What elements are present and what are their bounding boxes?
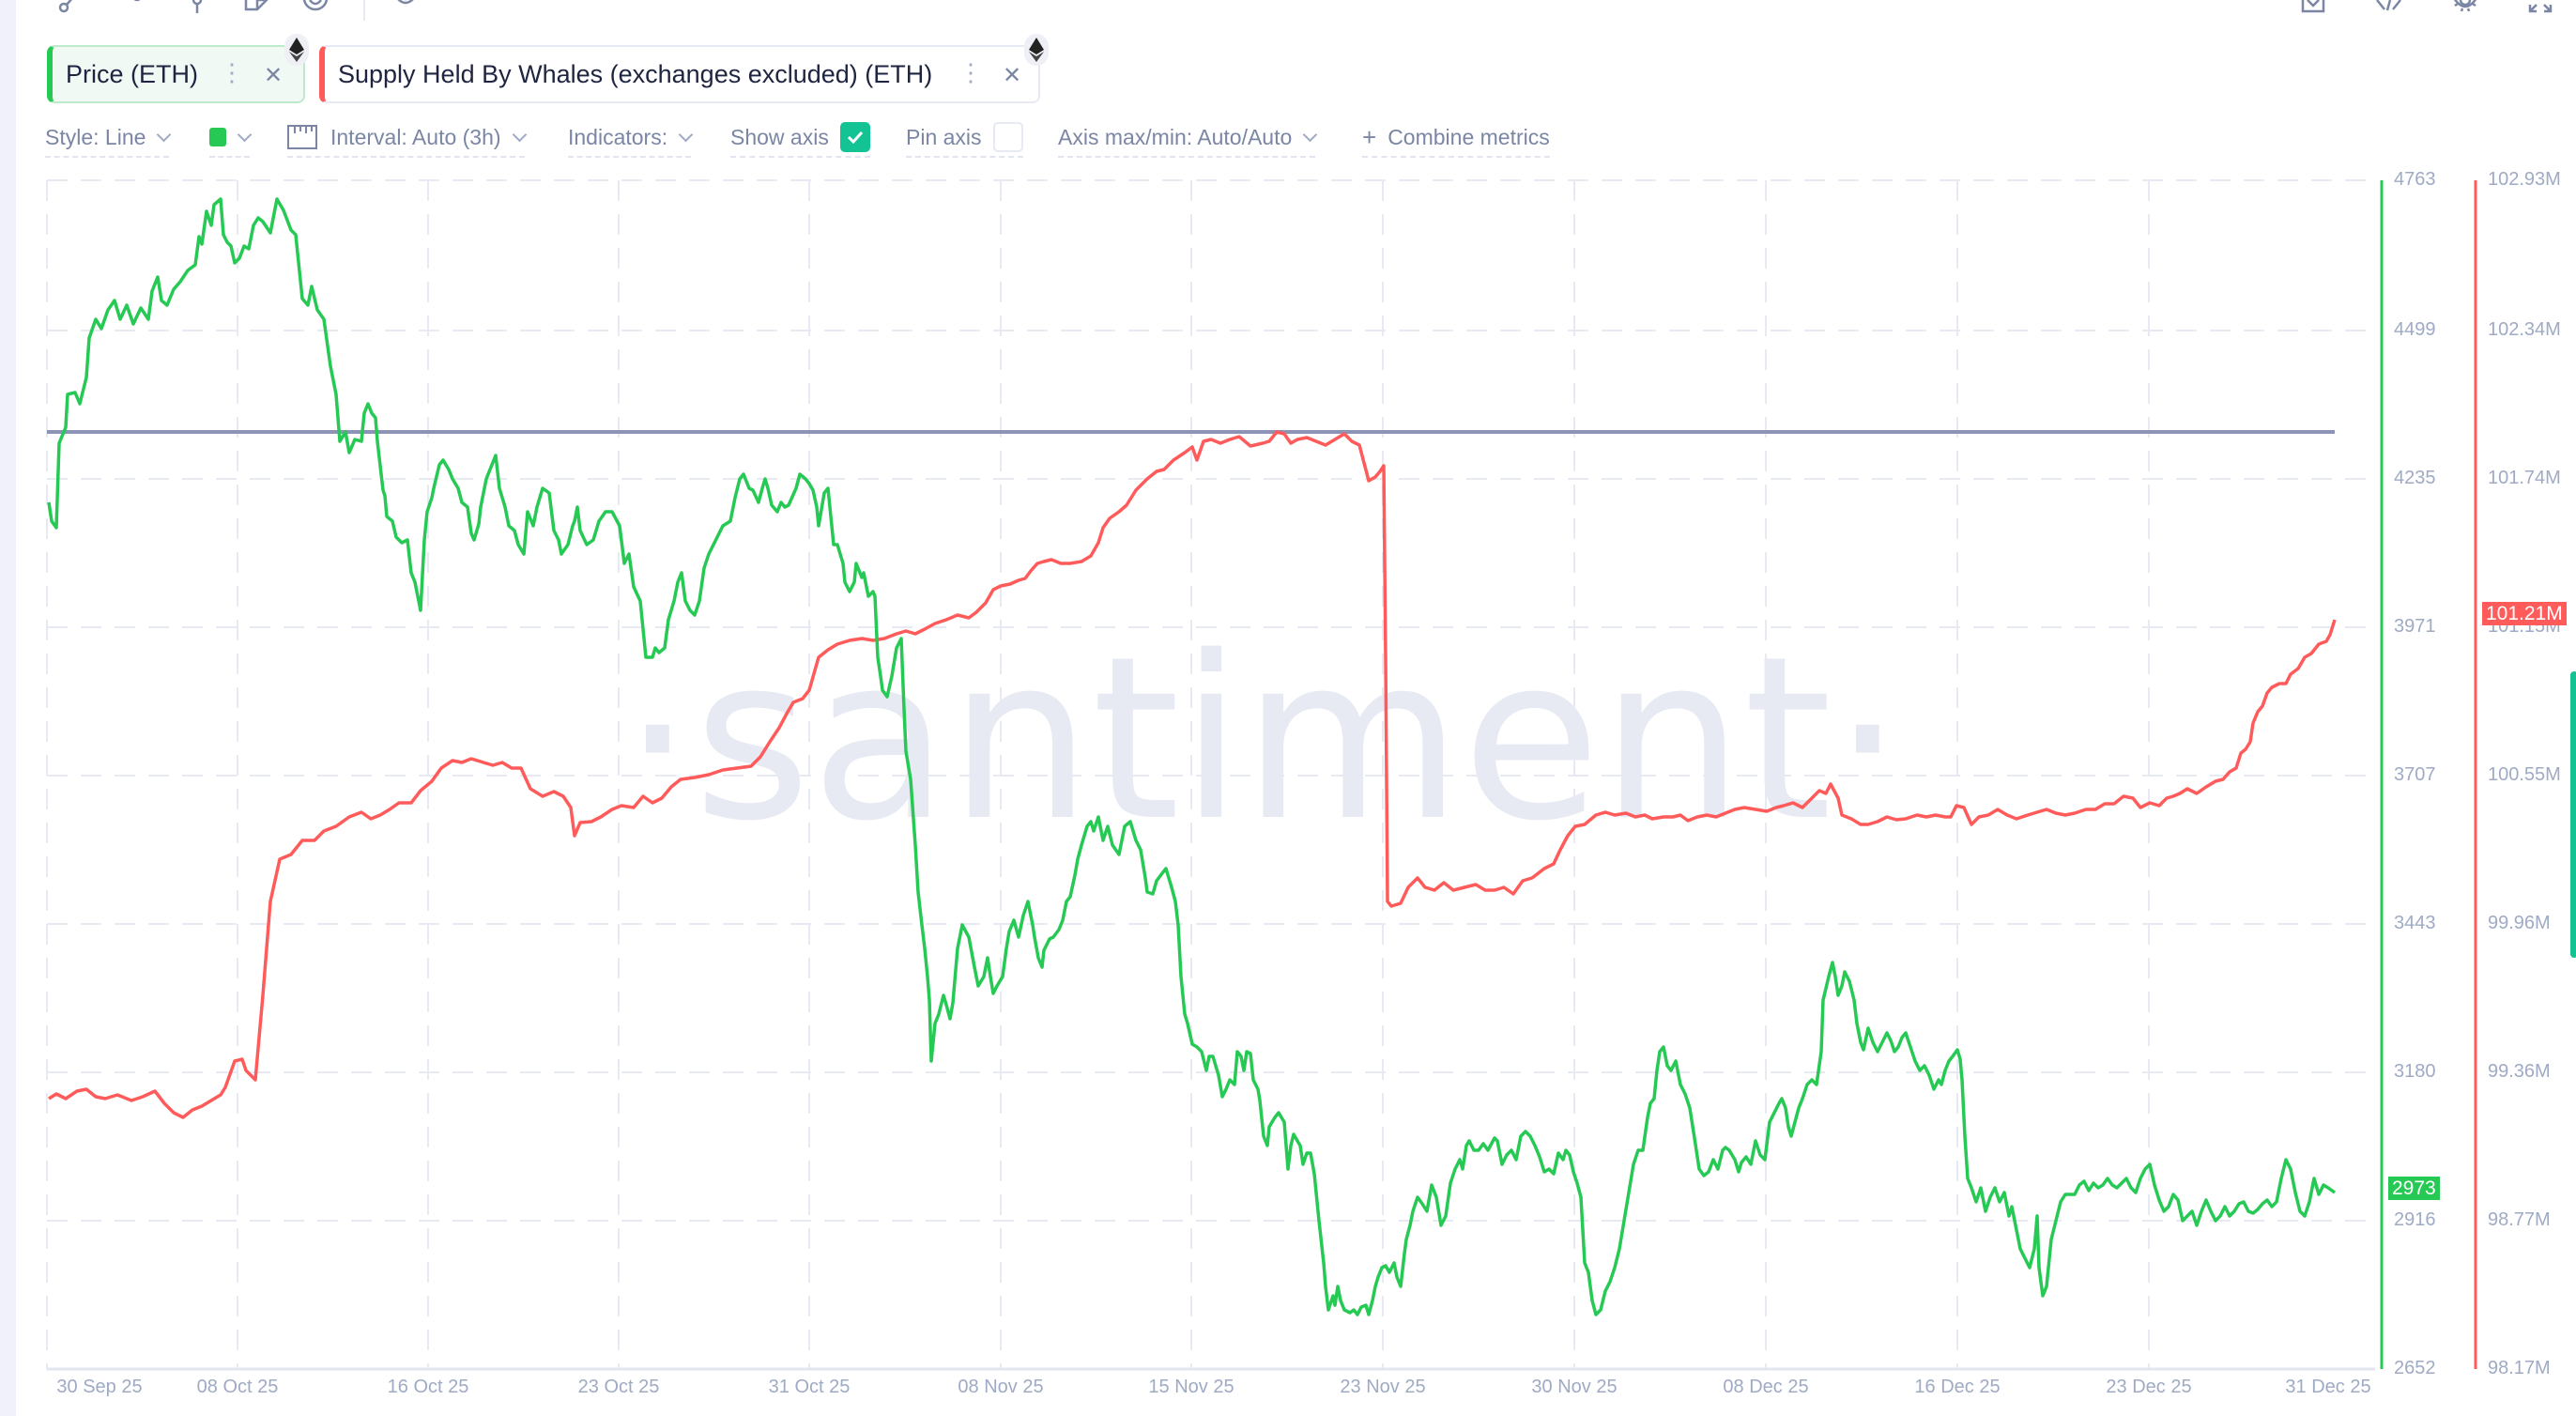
date-tick: 08 Nov 25 <box>958 1377 1044 1397</box>
interval-label: Interval: Auto (3h) <box>330 124 501 149</box>
price-tick: 3443 <box>2394 913 2436 933</box>
price-tick: 4763 <box>2394 169 2436 190</box>
style-dropdown[interactable]: Style: Line <box>45 120 172 158</box>
supply-tick: 99.96M <box>2488 913 2551 933</box>
watermark: ·santiment· <box>621 608 1903 870</box>
pin-axis-toggle[interactable]: Pin axis <box>906 120 1023 158</box>
toolbar-divider <box>363 0 365 21</box>
price-eth-line <box>47 197 2337 1316</box>
metric-chip-supply-whales[interactable]: Supply Held By Whales (exchanges exclude… <box>319 34 1049 103</box>
metric-chip-label: Price (ETH) <box>66 59 198 88</box>
date-tick: 15 Nov 25 <box>1148 1377 1234 1397</box>
supply-tick: 98.77M <box>2488 1209 2551 1230</box>
combine-metrics-button[interactable]: + Combine metrics <box>1362 120 1550 158</box>
axis-maxmin-label: Axis max/min: Auto/Auto <box>1058 124 1293 149</box>
date-tick: 08 Oct 25 <box>196 1377 279 1397</box>
pin-axis-checkbox[interactable] <box>992 122 1023 152</box>
indicators-label: Indicators: <box>568 124 668 149</box>
date-tick: 23 Dec 25 <box>2106 1377 2192 1397</box>
date-tick: 31 Oct 25 <box>768 1377 851 1397</box>
ethereum-icon <box>284 34 309 66</box>
indicators-dropdown[interactable]: Indicators: <box>568 120 694 158</box>
date-tick: 30 Nov 25 <box>1531 1377 1618 1397</box>
date-tick: 23 Oct 25 <box>577 1377 660 1397</box>
price-tick: 3971 <box>2394 616 2436 637</box>
checkmark-icon <box>847 131 863 144</box>
date-tick: 30 Sep 25 <box>56 1377 143 1397</box>
style-label: Style: Line <box>45 124 146 149</box>
price-tick: 3180 <box>2394 1061 2436 1082</box>
metric-chip-price[interactable]: Price (ETH) ⋮ ✕ <box>47 34 309 103</box>
download-icon[interactable] <box>2300 0 2326 13</box>
date-tick: 23 Nov 25 <box>1340 1377 1426 1397</box>
supply-whales-line <box>48 430 2337 1119</box>
fullscreen-icon[interactable] <box>2527 0 2553 13</box>
shield-eye-icon[interactable] <box>392 0 419 13</box>
date-tick: 16 Dec 25 <box>1914 1377 2001 1397</box>
axis-maxmin-dropdown[interactable]: Axis max/min: Auto/Auto <box>1058 120 1318 158</box>
supply-tick: 98.17M <box>2488 1358 2551 1378</box>
note-icon[interactable] <box>242 0 268 13</box>
embed-code-icon[interactable] <box>2375 0 2401 13</box>
color-picker-dropdown[interactable] <box>209 120 253 158</box>
price-tick: 4235 <box>2394 468 2436 488</box>
price-tick: 3707 <box>2394 764 2436 785</box>
settings-gear-icon[interactable] <box>2452 0 2478 13</box>
ruler-icon <box>287 125 317 149</box>
supply-tick: 101.74M <box>2488 468 2561 488</box>
side-panel-handle[interactable] <box>2570 671 2576 958</box>
ethereum-icon <box>1024 34 1049 66</box>
show-axis-toggle[interactable]: Show axis <box>730 120 870 158</box>
emoji-icon[interactable] <box>302 0 329 13</box>
color-swatch <box>209 128 226 146</box>
price-tick: 4499 <box>2394 319 2436 340</box>
remove-metric-icon[interactable]: ✕ <box>264 63 284 88</box>
pin-icon[interactable] <box>184 0 210 15</box>
metric-chip-label: Supply Held By Whales (exchanges exclude… <box>338 59 933 88</box>
supply-tick: 100.55M <box>2488 764 2561 785</box>
line-draw-icon[interactable] <box>58 0 84 13</box>
plus-icon: + <box>1362 122 1377 151</box>
supply-tick: 102.93M <box>2488 169 2561 190</box>
date-tick: 31 Dec 25 <box>2285 1377 2371 1397</box>
date-tick: 08 Dec 25 <box>1723 1377 1809 1397</box>
show-axis-checkbox[interactable] <box>839 122 870 152</box>
price-tick: 2652 <box>2394 1358 2436 1378</box>
supply-tick: 99.36M <box>2488 1061 2551 1082</box>
pin-axis-label: Pin axis <box>906 124 982 149</box>
more-options-icon[interactable]: ⋮ <box>220 58 244 86</box>
remove-metric-icon[interactable]: ✕ <box>1003 63 1022 88</box>
interval-dropdown[interactable]: Interval: Auto (3h) <box>287 120 527 158</box>
more-options-icon[interactable]: ⋮ <box>958 58 983 86</box>
supply-last-value-badge: 101.21M <box>2482 602 2567 625</box>
price-tick: 2916 <box>2394 1209 2436 1230</box>
supply-tick: 102.34M <box>2488 319 2561 340</box>
date-tick: 16 Oct 25 <box>387 1377 469 1397</box>
price-last-value-badge: 2973 <box>2388 1177 2440 1200</box>
left-sidebar-edge <box>0 0 16 1416</box>
combine-metrics-label: Combine metrics <box>1388 124 1550 149</box>
show-axis-label: Show axis <box>730 124 829 149</box>
